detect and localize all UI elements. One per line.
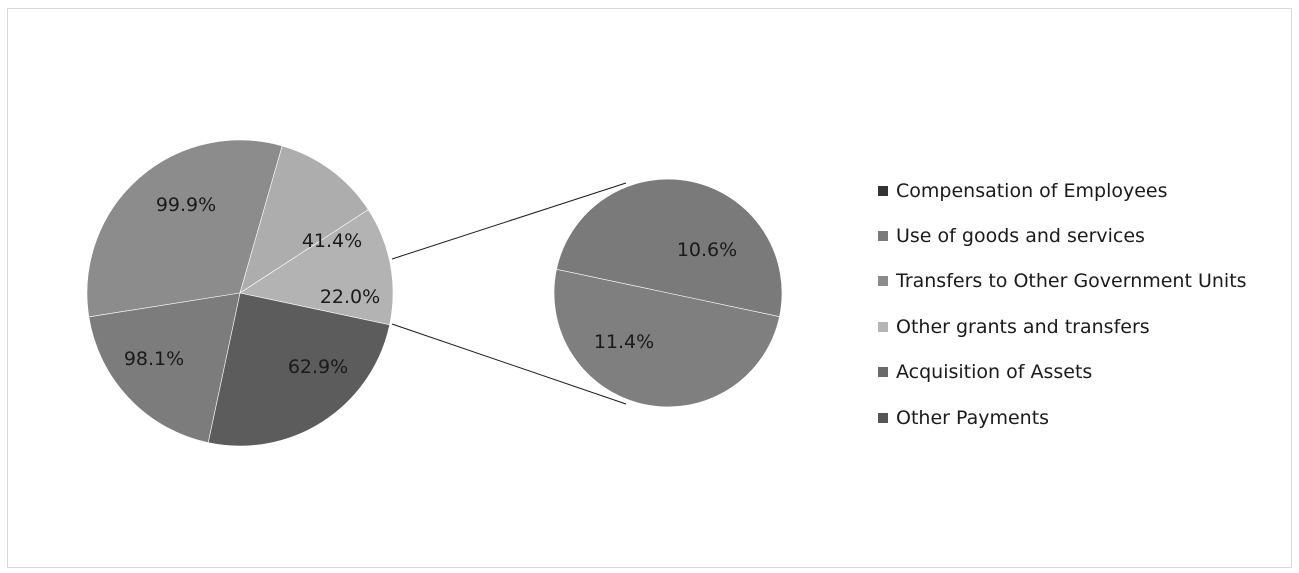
legend-swatch [878, 321, 888, 332]
legend-item-transfers-gov-units: Transfers to Other Government Units [878, 259, 1247, 304]
legend-swatch [878, 367, 888, 378]
legend-label: Acquisition of Assets [896, 361, 1093, 384]
slice-label-98-1: 98.1% [124, 348, 184, 370]
legend-label: Use of goods and services [896, 225, 1145, 248]
pie-slice [239, 145, 369, 294]
slice-label-22-0: 22.0% [320, 286, 380, 308]
legend-label: Other grants and transfers [896, 315, 1150, 338]
legend-swatch [878, 185, 888, 196]
main-pie [86, 139, 394, 447]
pie-slice [207, 292, 391, 447]
slice-label-62-9: 62.9% [288, 356, 348, 378]
legend-label: Compensation of Employees [896, 179, 1168, 202]
legend-swatch [878, 231, 888, 242]
legend-item-compensation: Compensation of Employees [878, 168, 1247, 213]
pie-slice [239, 209, 394, 326]
legend-item-goods-services: Use of goods and services [878, 213, 1247, 258]
legend-item-other-payments: Other Payments [878, 395, 1247, 440]
legend-swatch [878, 412, 888, 423]
connector-line-top [391, 182, 627, 260]
pie-slice [86, 139, 283, 318]
chart-legend: Compensation of Employees Use of goods a… [878, 168, 1247, 440]
connector-line-bottom [391, 323, 627, 405]
legend-item-acquisition-assets: Acquisition of Assets [878, 350, 1247, 395]
slice-label-11-4: 11.4% [594, 331, 654, 353]
connector-lines [391, 182, 627, 405]
slice-label-99-9: 99.9% [156, 194, 216, 216]
chart-frame [7, 8, 1292, 568]
slice-label-41-4: 41.4% [302, 230, 362, 252]
legend-item-grants-transfers: Other grants and transfers [878, 304, 1247, 349]
legend-label: Transfers to Other Government Units [896, 270, 1247, 293]
slice-label-10-6: 10.6% [677, 239, 737, 261]
secondary-pie [553, 178, 783, 408]
legend-swatch [878, 276, 888, 287]
pie-slice [556, 178, 783, 318]
legend-label: Other Payments [896, 406, 1050, 429]
pie-slice [88, 292, 241, 444]
pie-slice [553, 268, 780, 408]
